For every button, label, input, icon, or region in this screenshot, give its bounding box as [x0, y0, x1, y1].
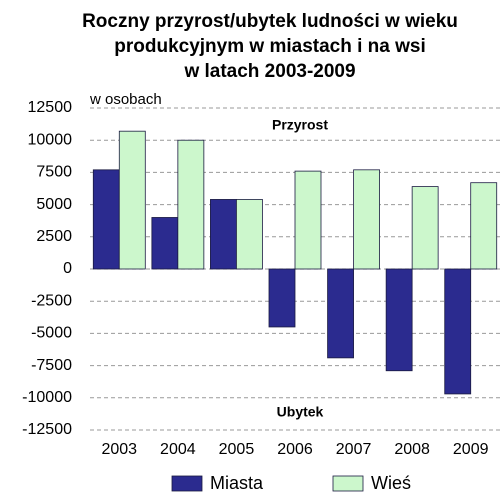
x-tick-label: 2009 — [453, 441, 489, 458]
chart-title: w latach 2003-2009 — [183, 61, 355, 82]
y-tick-label: 12500 — [28, 99, 73, 116]
y-tick-label: -7500 — [31, 357, 72, 374]
y-tick-label: -12500 — [22, 421, 72, 438]
y-tick-label: 10000 — [28, 131, 73, 148]
annotation: Przyrost — [272, 117, 328, 133]
x-tick-label: 2008 — [394, 441, 430, 458]
y-tick-label: -10000 — [22, 389, 72, 406]
annotation: Ubytek — [277, 404, 324, 420]
bar — [385, 268, 413, 372]
bar — [268, 268, 296, 328]
bar — [444, 268, 472, 395]
bar — [151, 217, 179, 270]
legend-label: Wieś — [371, 473, 411, 493]
bar — [294, 170, 322, 270]
bar — [327, 268, 354, 359]
x-tick-label: 2003 — [101, 441, 137, 458]
legend-label: Miasta — [210, 473, 264, 493]
legend-swatch — [332, 475, 364, 492]
bar — [177, 139, 205, 270]
bar — [353, 169, 380, 270]
legend-swatch — [171, 475, 203, 492]
bar — [470, 182, 498, 270]
bar — [210, 199, 237, 270]
x-tick-label: 2004 — [160, 441, 196, 458]
bar — [236, 199, 263, 270]
x-tick-label: 2005 — [219, 441, 255, 458]
x-tick-label: 2006 — [277, 441, 313, 458]
y-tick-label: 2500 — [36, 228, 72, 245]
y-tick-label: -2500 — [31, 292, 72, 309]
chart-title: Roczny przyrost/ubytek ludności w wieku — [82, 11, 458, 32]
y-tick-label: 0 — [63, 260, 72, 277]
y-tick-label: -5000 — [31, 325, 72, 342]
x-tick-label: 2007 — [336, 441, 372, 458]
chart-title: produkcyjnym w miastach i na wsi — [114, 36, 426, 57]
bar — [118, 130, 146, 270]
y-tick-label: 7500 — [36, 164, 72, 181]
bar — [411, 186, 439, 270]
y-tick-label: 5000 — [36, 196, 72, 213]
bar — [92, 169, 120, 270]
axis-unit: w osobach — [89, 91, 162, 108]
